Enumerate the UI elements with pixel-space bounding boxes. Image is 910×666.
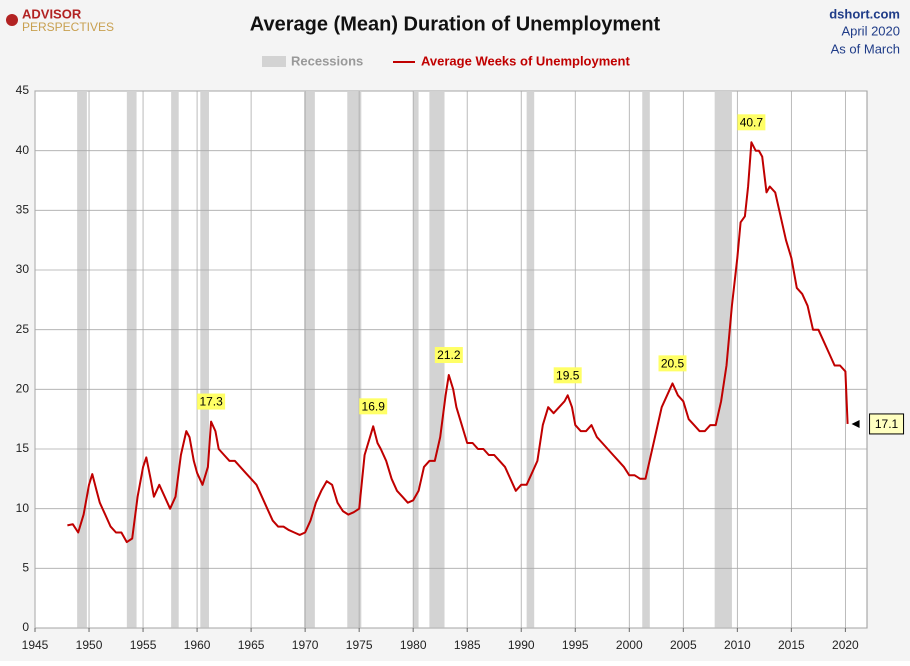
annotation-label: 19.5 [556, 368, 580, 382]
x-tick-label: 2010 [724, 638, 751, 652]
y-tick-label: 5 [22, 561, 29, 575]
recession-band [77, 92, 87, 628]
y-tick-label: 20 [16, 382, 30, 396]
y-tick-label: 35 [16, 203, 30, 217]
x-tick-label: 1965 [238, 638, 265, 652]
recession-band [642, 92, 650, 628]
recession-band [714, 92, 732, 628]
y-tick-label: 25 [16, 322, 30, 336]
callout-box [869, 413, 905, 435]
x-tick-label: 1980 [400, 638, 427, 652]
x-tick-label: 2015 [778, 638, 805, 652]
x-tick-label: 1950 [76, 638, 103, 652]
line [67, 141, 849, 544]
annotation-label: 17.3 [199, 395, 223, 409]
callout-arrow [851, 419, 860, 428]
annotation-box [197, 393, 226, 410]
x-tick-label: 1985 [454, 638, 481, 652]
y-tick-label: 30 [16, 262, 30, 276]
recession-band [126, 92, 137, 628]
x-tick-label: 1960 [184, 638, 211, 652]
chart-title: Average (Mean) Duration of Unemployment [250, 13, 661, 35]
date: April 2020 [841, 23, 900, 38]
y-tick-label: 40 [16, 143, 30, 157]
y-tick-label: 10 [16, 501, 30, 515]
x-tick-label: 2005 [670, 638, 697, 652]
annotation-box [737, 114, 766, 131]
legend-recession-swatch [262, 56, 286, 67]
x-tick-label: 1970 [292, 638, 319, 652]
y-tick-label: 15 [16, 441, 30, 455]
source: dshort.com [829, 6, 900, 21]
y-tick-label: 0 [22, 620, 29, 634]
annotation-label: 40.7 [740, 115, 764, 129]
x-tick-label: 1990 [508, 638, 535, 652]
x-tick-label: 1975 [346, 638, 373, 652]
annotation-box [553, 367, 582, 384]
x-tick-label: 2020 [832, 638, 859, 652]
annotation-label: 20.5 [661, 357, 685, 371]
recession-band [200, 92, 209, 628]
x-tick-label: 1995 [562, 638, 589, 652]
recession-band [413, 92, 419, 628]
y-tick-label: 45 [16, 83, 30, 97]
callout-label: 17.1 [875, 417, 899, 431]
annotation-box [359, 398, 388, 415]
recession-band [347, 92, 362, 628]
annotation-label: 16.9 [362, 399, 386, 413]
annotation-box [658, 355, 687, 372]
logo-icon [6, 14, 18, 26]
recession-band [171, 92, 179, 628]
annotation-box [434, 347, 463, 364]
logo-bottom: PERSPECTIVES [22, 20, 114, 34]
legend-label: Average Weeks of Unemployment [421, 53, 630, 68]
legend-recession-label: Recessions [291, 53, 363, 68]
recession-band [526, 92, 535, 628]
x-tick-label: 1955 [130, 638, 157, 652]
logo-top: ADVISOR [22, 6, 82, 21]
recession-band [304, 92, 315, 628]
x-tick-label: 1945 [22, 638, 49, 652]
note: As of March [831, 41, 900, 56]
annotation-label: 21.2 [437, 348, 461, 362]
x-tick-label: 2000 [616, 638, 643, 652]
